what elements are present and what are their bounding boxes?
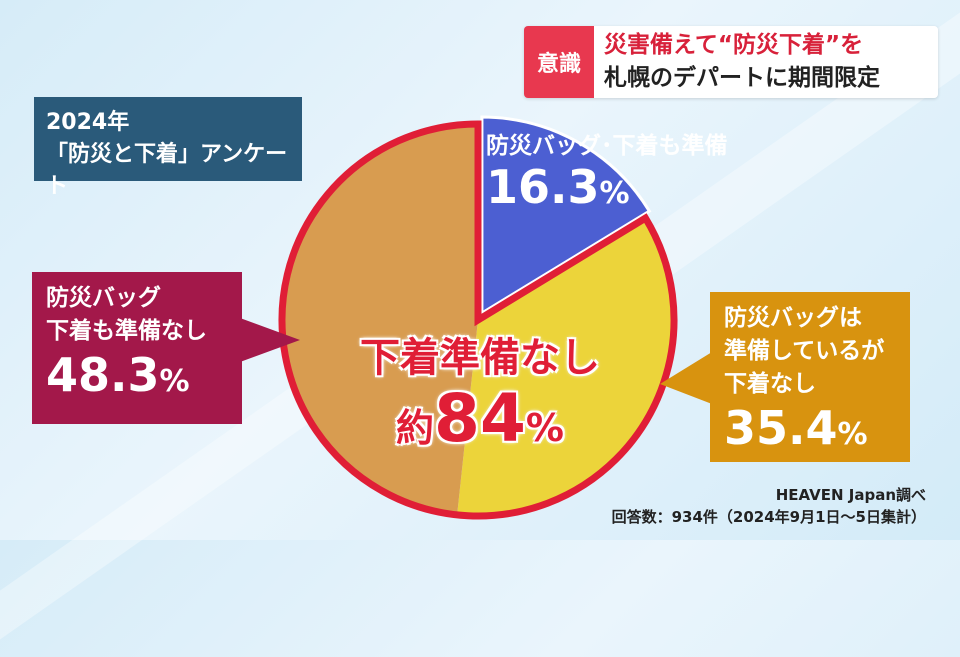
center-summary-unit: % [525, 406, 564, 450]
callout-unit: % [837, 417, 868, 452]
pie-slice-prepared-both [480, 115, 652, 316]
callout-label-2: 下着も準備なし [46, 318, 207, 344]
source-note: HEAVEN Japan調べ 回答数：934件（2024年9月1日〜5日集計） [612, 484, 926, 528]
center-summary-value: 84 [434, 380, 526, 457]
callout-label: 防災バッグ･下着も準備 [486, 133, 728, 159]
callout-value: 48.3 [46, 348, 160, 402]
headline-tag: 意識 [524, 26, 594, 98]
headline-line1: 災害備えて“防災下着”を [604, 32, 864, 58]
headline-banner: 意識 災害備えて“防災下着”を 札幌のデパートに期間限定 [524, 26, 938, 98]
center-summary-label: 下着準備なし 約84% [330, 332, 630, 463]
callout-pointer-right [660, 352, 712, 404]
callout-label-1: 防災バッグ [46, 285, 161, 311]
center-summary-title: 下着準備なし [360, 335, 600, 381]
callout-unit: % [159, 364, 190, 399]
survey-title: 「防災と下着」アンケート [46, 142, 288, 199]
pie-slice-bag-only [457, 218, 674, 516]
source-sample: 回答数：934件（2024年9月1日〜5日集計） [611, 508, 926, 526]
pie-chart [240, 115, 712, 520]
survey-title-box: 2024年 「防災と下着」アンケート [34, 97, 302, 199]
pie-slice-none [282, 124, 478, 515]
callout-unit: % [599, 176, 630, 211]
callout-prepared-both: 防災バッグ･下着も準備 16.3% [486, 126, 746, 214]
callout-label-2: 準備しているが [724, 338, 885, 364]
pie-highlight-outline [278, 120, 678, 520]
center-summary-prefix: 約 [396, 406, 435, 450]
callout-label-3: 下着なし [724, 371, 816, 397]
callout-label-1: 防災バッグは [724, 305, 862, 331]
headline-line2: 札幌のデパートに期間限定 [604, 65, 880, 91]
callout-value: 35.4 [724, 401, 838, 455]
callout-pointer-left [240, 318, 300, 362]
source-org: HEAVEN Japan調べ [775, 486, 926, 504]
survey-year: 2024年 [46, 110, 130, 135]
callout-value: 16.3 [486, 160, 600, 214]
callout-none: 防災バッグ 下着も準備なし 48.3% [32, 272, 242, 424]
callout-bag-only: 防災バッグは 準備しているが 下着なし 35.4% [710, 292, 910, 462]
